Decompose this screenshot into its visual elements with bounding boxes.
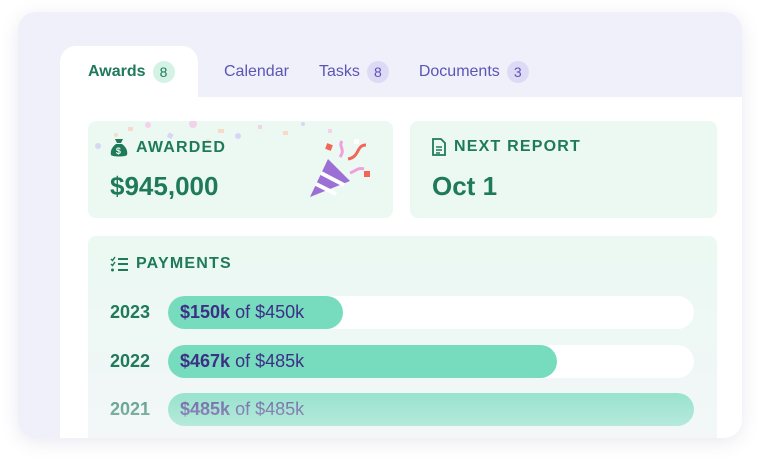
payment-amount: $467k of $485k bbox=[180, 345, 304, 378]
next-report-card: NEXT REPORT Oct 1 bbox=[410, 121, 717, 218]
total-amount: of $450k bbox=[235, 302, 305, 322]
label-text: PAYMENTS bbox=[136, 255, 232, 272]
progress-bar: $150k of $450k bbox=[168, 296, 694, 329]
total-amount: of $485k bbox=[235, 350, 305, 371]
progress-fill bbox=[168, 344, 558, 378]
label-text: AWARDED bbox=[136, 139, 227, 156]
svg-text:$: $ bbox=[116, 146, 122, 156]
payment-row: 2023 $150k of $450k bbox=[110, 296, 694, 329]
tab-calendar[interactable]: Calendar bbox=[224, 46, 289, 97]
confetti-decoration bbox=[95, 121, 332, 149]
tab-label: Documents bbox=[418, 62, 500, 80]
tab-bar: Awards 8 Calendar Tasks 8 Documents 3 bbox=[60, 46, 559, 97]
payment-amount: $150k of $450k bbox=[180, 296, 304, 329]
tab-label: Awards bbox=[88, 62, 146, 80]
money-bag-icon: $ bbox=[110, 139, 128, 157]
next-report-value: Oct 1 bbox=[432, 171, 498, 201]
fade-overlay bbox=[88, 396, 717, 438]
payments-card: PAYMENTS 2023 $150k of $450k 2022 $467k of … bbox=[88, 236, 717, 438]
paid-amount: $150k bbox=[180, 302, 231, 322]
paid-amount: $467k bbox=[180, 350, 231, 371]
tab-label: Tasks bbox=[318, 62, 360, 80]
tab-tasks[interactable]: Tasks 8 bbox=[319, 46, 389, 97]
checklist-icon bbox=[110, 256, 128, 272]
tab-documents[interactable]: Documents 3 bbox=[419, 46, 529, 97]
awarded-card: $ AWARDED $945,000 bbox=[88, 121, 393, 218]
tab-awards[interactable]: Awards 8 bbox=[60, 46, 198, 97]
tab-label: Calendar bbox=[224, 62, 289, 80]
payments-label: PAYMENTS bbox=[110, 255, 232, 273]
count-badge: 8 bbox=[366, 60, 389, 83]
count-badge: 8 bbox=[152, 60, 175, 83]
progress-fill bbox=[168, 296, 344, 329]
awards-panel: $ AWARDED $945,000 NEXT REPORT Oct 1 PAY… bbox=[60, 97, 742, 438]
document-icon bbox=[432, 138, 446, 156]
next-report-label: NEXT REPORT bbox=[432, 138, 581, 156]
party-popper-icon bbox=[310, 139, 370, 197]
awarded-value: $945,000 bbox=[110, 171, 219, 201]
app-window: Awards 8 Calendar Tasks 8 Documents 3 $ AWA… bbox=[18, 12, 742, 438]
count-badge: 3 bbox=[506, 60, 529, 83]
payment-year: 2022 bbox=[110, 350, 151, 371]
payment-row: 2022 $467k of $485k bbox=[110, 344, 694, 378]
label-text: NEXT REPORT bbox=[454, 138, 581, 155]
payment-year: 2023 bbox=[110, 302, 151, 322]
progress-bar: $467k of $485k bbox=[168, 344, 694, 378]
awarded-label: $ AWARDED bbox=[110, 138, 226, 158]
